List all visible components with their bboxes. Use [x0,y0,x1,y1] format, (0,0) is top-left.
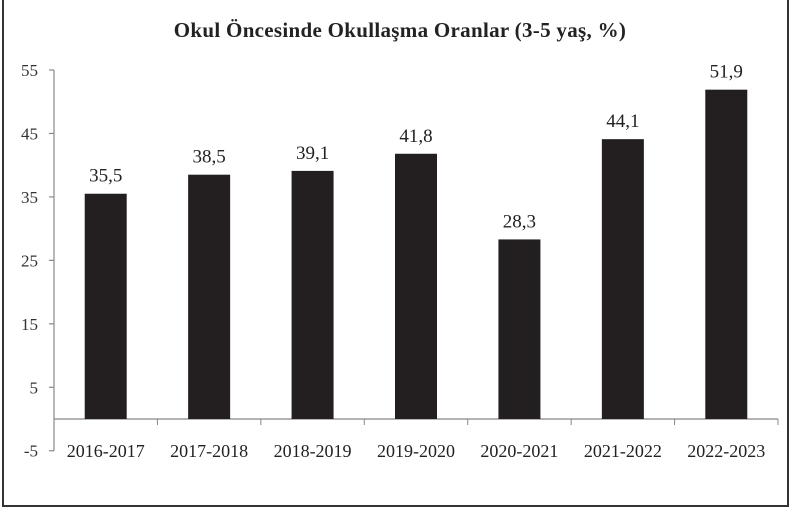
x-category-label: 2016-2017 [67,441,145,461]
data-label: 38,5 [193,147,226,168]
bar-2018-2019 [291,170,334,419]
x-category-label: 2020-2021 [480,441,558,461]
y-tick-label: 45 [21,124,38,143]
y-tick-label: 5 [30,378,39,397]
data-label: 44,1 [606,111,639,132]
y-tick-label: -5 [24,442,38,461]
x-category-label: 2022-2023 [687,441,765,461]
data-label: 28,3 [503,211,536,232]
x-category-label: 2019-2020 [377,441,455,461]
x-category-label: 2021-2022 [584,441,662,461]
bar-2017-2018 [188,174,231,419]
y-tick-label: 25 [21,251,38,270]
bar-2019-2020 [395,153,437,419]
data-label: 41,8 [399,126,432,147]
chart-title: Okul Öncesinde Okullaşma Oranlar (3-5 ya… [173,18,627,42]
data-label: 51,9 [710,62,743,83]
bar-2020-2021 [498,239,541,419]
bar-2022-2023 [705,89,748,420]
y-tick-label: 15 [21,315,38,334]
x-category-label: 2018-2019 [274,441,352,461]
data-label: 39,1 [296,143,329,164]
bar-2016-2017 [84,193,127,419]
bar-2021-2022 [601,139,644,419]
data-label: 35,5 [89,166,122,187]
y-tick-label: 35 [21,188,38,207]
x-category-label: 2017-2018 [170,441,248,461]
y-tick-label: 55 [21,61,38,80]
